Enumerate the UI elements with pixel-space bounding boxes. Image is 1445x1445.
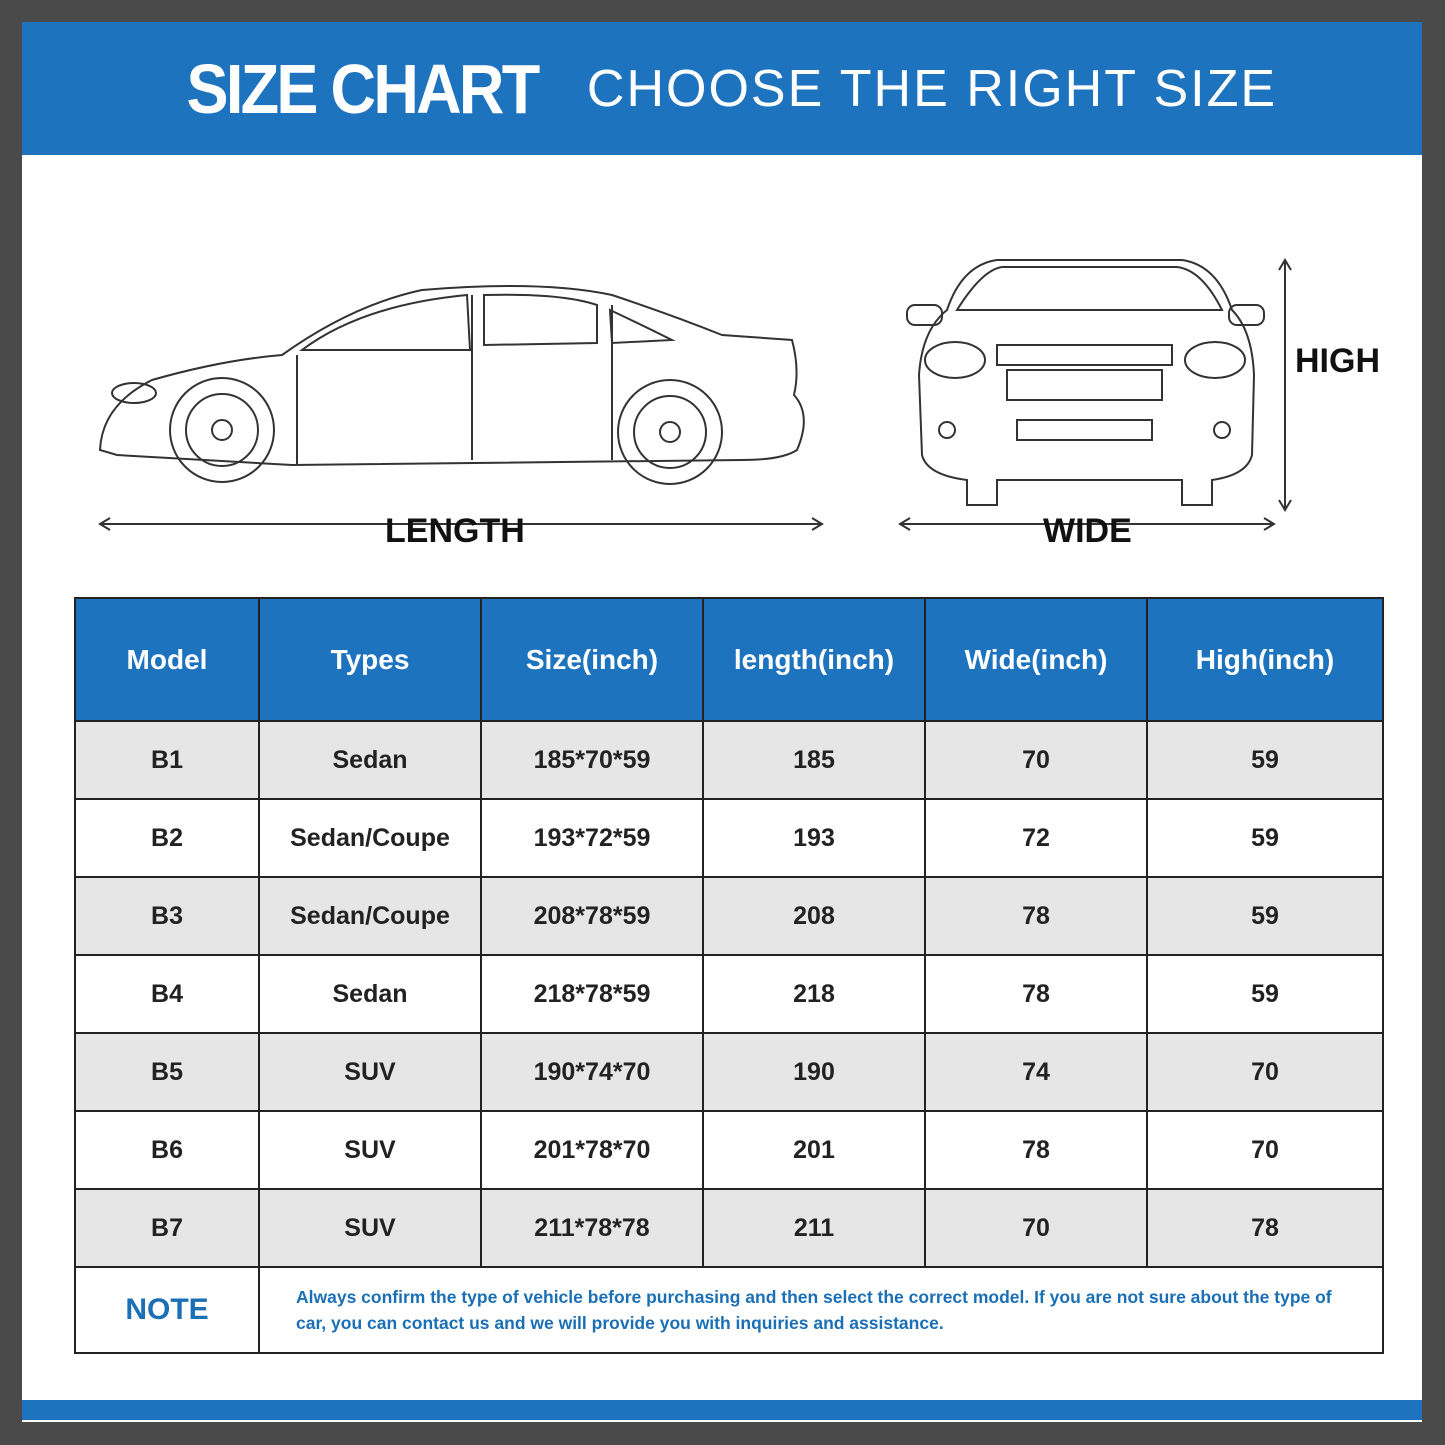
table-cell: 208*78*59	[480, 876, 704, 956]
table-cell: 193	[702, 798, 926, 878]
table-cell: B3	[74, 876, 260, 956]
table-row: B7 SUV 211*78*78 211 70 78	[74, 1188, 1384, 1268]
table-cell: B6	[74, 1110, 260, 1190]
table-cell: 218*78*59	[480, 954, 704, 1034]
table-cell: 218	[702, 954, 926, 1034]
car-diagrams	[98, 258, 1292, 531]
table-cell: 72	[924, 798, 1148, 878]
column-header: length(inch)	[702, 597, 926, 722]
table-cell: SUV	[258, 1110, 482, 1190]
column-header: Types	[258, 597, 482, 722]
table-cell: 190	[702, 1032, 926, 1112]
table-cell: 59	[1146, 954, 1384, 1034]
table-cell: 185*70*59	[480, 720, 704, 800]
panel: SIZE CHART CHOOSE THE RIGHT SIZE	[22, 22, 1422, 1422]
column-header: Size(inch)	[480, 597, 704, 722]
table-cell: 190*74*70	[480, 1032, 704, 1112]
header-row: Model Types Size(inch) length(inch) Wide(inc…	[74, 597, 1384, 722]
table-cell: B7	[74, 1188, 260, 1268]
size-table: Model Types Size(inch) length(inch) Wide(inc…	[74, 597, 1384, 1354]
table-row: B3 Sedan/Coupe 208*78*59 208 78 59	[74, 876, 1384, 956]
table-cell: 78	[924, 876, 1148, 956]
subtitle: CHOOSE THE RIGHT SIZE	[586, 59, 1278, 118]
table-cell: 201	[702, 1110, 926, 1190]
front-view	[898, 258, 1292, 531]
table-cell: SUV	[258, 1188, 482, 1268]
table-cell: 70	[924, 720, 1148, 800]
wide-label: WIDE	[1043, 512, 1132, 550]
high-label: HIGH	[1295, 342, 1380, 380]
table-row: B4 Sedan 218*78*59 218 78 59	[74, 954, 1384, 1034]
side-view	[98, 285, 824, 531]
table-cell: B1	[74, 720, 260, 800]
table-cell: Sedan/Coupe	[258, 798, 482, 878]
length-label: LENGTH	[385, 512, 525, 550]
note-text: Always confirm the type of vehicle befor…	[258, 1266, 1384, 1354]
table-row: B2 Sedan/Coupe 193*72*59 193 72 59	[74, 798, 1384, 878]
table-row: B1 Sedan 185*70*59 185 70 59	[74, 720, 1384, 800]
table-cell: 193*72*59	[480, 798, 704, 878]
table-row: B5 SUV 190*74*70 190 74 70	[74, 1032, 1384, 1112]
column-header: Wide(inch)	[924, 597, 1148, 722]
table-cell: 59	[1146, 720, 1384, 800]
table-cell: 185	[702, 720, 926, 800]
table-cell: B2	[74, 798, 260, 878]
note-label: NOTE	[74, 1266, 260, 1354]
table-cell: 211	[702, 1188, 926, 1268]
footer-bar	[22, 1400, 1422, 1420]
table-cell: B5	[74, 1032, 260, 1112]
table-cell: Sedan	[258, 954, 482, 1034]
header: SIZE CHART CHOOSE THE RIGHT SIZE	[22, 22, 1422, 155]
table-cell: 201*78*70	[480, 1110, 704, 1190]
table-cell: Sedan/Coupe	[258, 876, 482, 956]
table-cell: 78	[924, 1110, 1148, 1190]
table-cell: SUV	[258, 1032, 482, 1112]
column-header: High(inch)	[1146, 597, 1384, 722]
table-cell: 211*78*78	[480, 1188, 704, 1268]
table-cell: Sedan	[258, 720, 482, 800]
table-cell: 70	[1146, 1110, 1384, 1190]
table-cell: 70	[1146, 1032, 1384, 1112]
table-cell: 208	[702, 876, 926, 956]
table-row: B6 SUV 201*78*70 201 78 70	[74, 1110, 1384, 1190]
column-header: Model	[74, 597, 260, 722]
table-cell: 70	[924, 1188, 1148, 1268]
table-cell: 74	[924, 1032, 1148, 1112]
table-cell: 59	[1146, 798, 1384, 878]
table-cell: 78	[1146, 1188, 1384, 1268]
table-cell: 59	[1146, 876, 1384, 956]
table-cell: 78	[924, 954, 1148, 1034]
table-cell: B4	[74, 954, 260, 1034]
title: SIZE CHART	[186, 49, 540, 128]
note-row: NOTE Always confirm the type of vehicle b…	[74, 1266, 1384, 1354]
